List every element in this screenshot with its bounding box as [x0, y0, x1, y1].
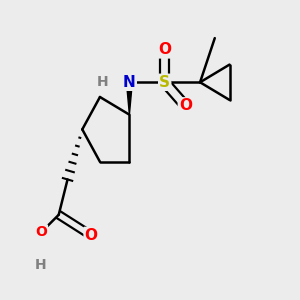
Text: N: N — [123, 75, 136, 90]
Text: H: H — [97, 75, 109, 89]
Text: H: H — [35, 258, 47, 272]
Polygon shape — [126, 82, 132, 115]
Text: S: S — [159, 75, 170, 90]
Text: O: O — [179, 98, 192, 113]
Text: O: O — [85, 228, 98, 243]
Text: O: O — [35, 225, 47, 239]
Text: O: O — [158, 42, 171, 57]
